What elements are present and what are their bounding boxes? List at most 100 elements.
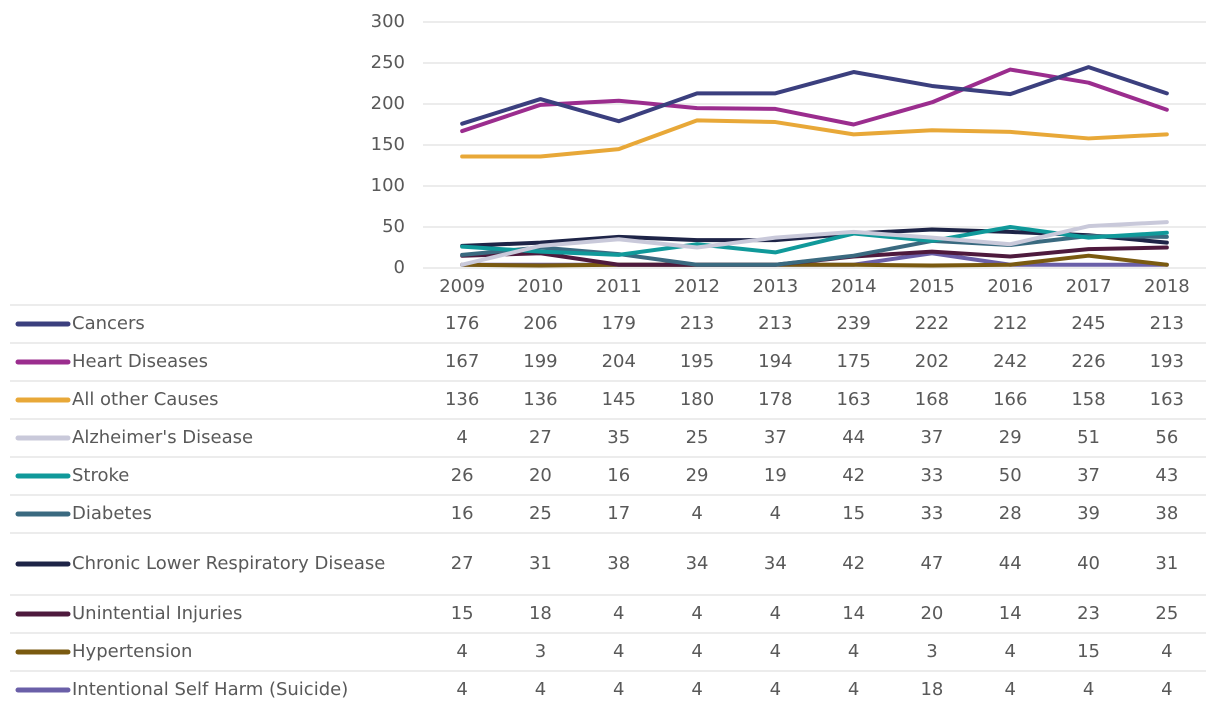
table-value: 25 — [686, 427, 709, 448]
table-value: 4 — [848, 679, 859, 700]
table-value: 4 — [770, 603, 781, 624]
legend-label: Intentional Self Harm (Suicide) — [72, 679, 349, 700]
legend-label-box: Hypertension — [72, 641, 193, 662]
table-value: 15 — [451, 603, 474, 624]
table-value: 14 — [999, 603, 1022, 624]
table-value: 16 — [607, 465, 630, 486]
series-line — [460, 234, 1169, 267]
table-value: 4 — [691, 641, 702, 662]
table-value: 4 — [1005, 641, 1016, 662]
table-value: 213 — [680, 313, 714, 334]
table-value: 199 — [523, 351, 557, 372]
table-value: 194 — [758, 351, 792, 372]
table-value: 4 — [456, 641, 467, 662]
x-tick-label: 2011 — [596, 276, 642, 297]
table-value: 4 — [691, 603, 702, 624]
y-tick-label: 0 — [394, 257, 405, 278]
legend-label: Heart Diseases — [72, 351, 208, 372]
table-value: 242 — [993, 351, 1027, 372]
legend-label: Chronic Lower Respiratory Disease — [72, 553, 386, 574]
legend-label: Unintential Injuries — [72, 603, 243, 624]
table-value: 51 — [1077, 427, 1100, 448]
table-value: 47 — [920, 553, 943, 574]
table-value: 245 — [1071, 313, 1105, 334]
table-value: 4 — [848, 641, 859, 662]
table-value: 4 — [1005, 679, 1016, 700]
table-value: 25 — [1155, 603, 1178, 624]
x-tick-label: 2009 — [439, 276, 485, 297]
table-value: 15 — [1077, 641, 1100, 662]
table-value: 40 — [1077, 553, 1100, 574]
series-line — [460, 225, 1169, 257]
table-value: 222 — [915, 313, 949, 334]
table-value: 3 — [535, 641, 546, 662]
table-value: 29 — [686, 465, 709, 486]
table-value: 25 — [529, 503, 552, 524]
table-value: 37 — [920, 427, 943, 448]
table-value: 37 — [1077, 465, 1100, 486]
legend-label: Alzheimer's Disease — [72, 427, 254, 448]
table-value: 38 — [607, 553, 630, 574]
table-value: 19 — [764, 465, 787, 486]
legend-label-box: All other Causes — [72, 389, 219, 410]
table-value: 193 — [1150, 351, 1184, 372]
series-line — [460, 253, 1169, 268]
table-value: 31 — [529, 553, 552, 574]
table-value: 195 — [680, 351, 714, 372]
table-value: 4 — [1083, 679, 1094, 700]
table-value: 38 — [1155, 503, 1178, 524]
table-value: 43 — [1155, 465, 1178, 486]
table-value: 163 — [836, 389, 870, 410]
table-value: 4 — [691, 679, 702, 700]
x-tick-label: 2014 — [831, 276, 877, 297]
table-value: 27 — [529, 427, 552, 448]
table-value: 44 — [842, 427, 865, 448]
table-value: 4 — [770, 679, 781, 700]
table-value: 23 — [1077, 603, 1100, 624]
legend-label: Stroke — [72, 465, 130, 486]
table-value: 42 — [842, 553, 865, 574]
table-value: 4 — [456, 427, 467, 448]
table-value: 27 — [451, 553, 474, 574]
legend-label-box: Diabetes — [72, 503, 152, 524]
table-value: 136 — [523, 389, 557, 410]
table-value: 212 — [993, 313, 1027, 334]
table-value: 4 — [613, 603, 624, 624]
table-value: 145 — [602, 389, 636, 410]
legend-label: Cancers — [72, 313, 145, 334]
table-value: 136 — [445, 389, 479, 410]
table-value: 4 — [613, 641, 624, 662]
legend-label: All other Causes — [72, 389, 219, 410]
table-value: 4 — [535, 679, 546, 700]
table-value: 44 — [999, 553, 1022, 574]
table-value: 4 — [1161, 679, 1172, 700]
table-value: 176 — [445, 313, 479, 334]
table-value: 18 — [920, 679, 943, 700]
table-value: 239 — [836, 313, 870, 334]
x-tick-label: 2012 — [674, 276, 720, 297]
table-value: 163 — [1150, 389, 1184, 410]
x-tick-label: 2013 — [752, 276, 798, 297]
table-value: 158 — [1071, 389, 1105, 410]
table-value: 202 — [915, 351, 949, 372]
table-value: 56 — [1155, 427, 1178, 448]
table-value: 4 — [613, 679, 624, 700]
table-value: 33 — [920, 465, 943, 486]
legend-label-box: Unintential Injuries — [72, 603, 243, 624]
table-value: 37 — [764, 427, 787, 448]
series-line — [460, 65, 1169, 126]
table-value: 26 — [451, 465, 474, 486]
legend-label-box: Chronic Lower Respiratory Disease — [72, 553, 386, 574]
table-value: 180 — [680, 389, 714, 410]
table-value: 4 — [456, 679, 467, 700]
table-value: 178 — [758, 389, 792, 410]
legend-label-box: Stroke — [72, 465, 130, 486]
table-value: 175 — [836, 351, 870, 372]
table-value: 16 — [451, 503, 474, 524]
table-value: 4 — [770, 641, 781, 662]
table-value: 28 — [999, 503, 1022, 524]
legend-label: Hypertension — [72, 641, 193, 662]
series-line — [460, 118, 1169, 159]
table-value: 3 — [926, 641, 937, 662]
